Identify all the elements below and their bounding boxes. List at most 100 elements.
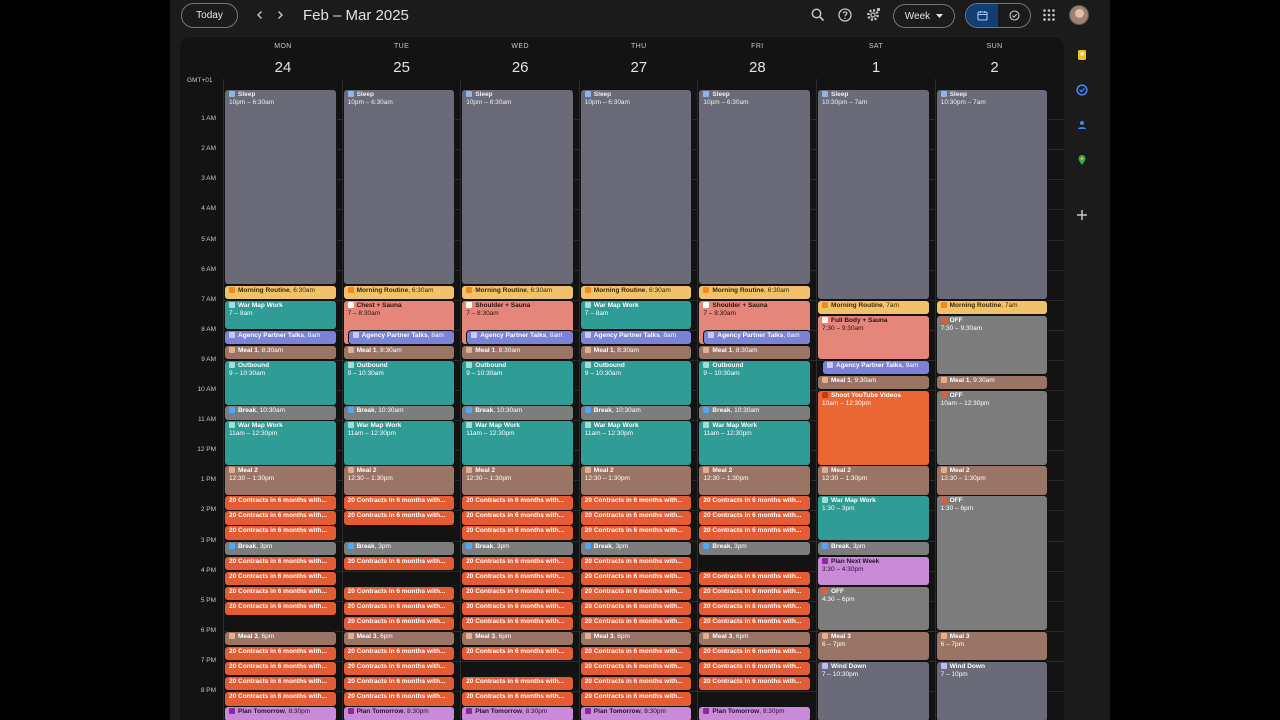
calendar-event[interactable]: Meal 1, 8:30am: [462, 345, 573, 360]
calendar-event[interactable]: 20 Contracts in 6 months with...: [225, 571, 336, 586]
calendar-event[interactable]: Sleep 10pm – 6:30am: [343, 90, 455, 285]
calendar-event[interactable]: War Map Work 11am – 12:30pm: [343, 421, 455, 465]
calendar-event[interactable]: 20 Contracts in 6 months with...: [462, 676, 573, 691]
calendar-event[interactable]: Agency Partner Talks, 8am: [704, 330, 810, 345]
calendar-event[interactable]: 20 Contracts in 6 months with...: [462, 601, 573, 616]
calendar-event[interactable]: 20 Contracts in 6 months with...: [580, 676, 692, 691]
calendar-event[interactable]: Sleep 10:30pm – 7am: [818, 90, 929, 300]
calendar-event[interactable]: Outbound 9 – 10:30am: [462, 360, 573, 405]
calendar-event[interactable]: Break, 10:30am: [699, 406, 810, 420]
calendar-event[interactable]: 20 Contracts in 6 months with...: [462, 646, 573, 661]
calendar-event[interactable]: OFF 1:30 – 6pm: [936, 496, 1048, 631]
calendar-event[interactable]: Meal 1, 8:30am: [343, 345, 455, 360]
calendar-event[interactable]: Outbound 9 – 10:30am: [580, 360, 692, 405]
calendar-event[interactable]: Agency Partner Talks, 8am: [348, 330, 455, 345]
calendar-event[interactable]: 20 Contracts in 6 months with...: [462, 496, 573, 510]
calendar-event[interactable]: 20 Contracts in 6 months with...: [462, 616, 573, 631]
calendar-event[interactable]: 20 Contracts in 6 months with...: [343, 616, 455, 631]
calendar-event[interactable]: 20 Contracts in 6 months with...: [580, 496, 692, 510]
calendar-event[interactable]: OFF 7:30 – 9:30am: [936, 315, 1048, 375]
calendar-event[interactable]: Break, 10:30am: [462, 406, 573, 420]
calendar-event[interactable]: 20 Contracts in 6 months with...: [699, 571, 810, 586]
calendar-event[interactable]: Break, 3pm: [225, 541, 336, 556]
calendar-event[interactable]: 20 Contracts in 6 months with...: [225, 526, 336, 540]
calendar-event[interactable]: Meal 1, 8:30am: [580, 345, 692, 360]
calendar-event[interactable]: Morning Routine, 6:30am: [580, 285, 692, 300]
calendar-event[interactable]: 20 Contracts in 6 months with...: [580, 556, 692, 571]
calendar-event[interactable]: Sleep 10:30pm – 7am: [936, 90, 1048, 300]
calendar-event[interactable]: 20 Contracts in 6 months with...: [343, 646, 455, 661]
day-number[interactable]: 28: [749, 59, 766, 76]
calendar-event[interactable]: 20 Contracts in 6 months with...: [699, 511, 810, 525]
calendar-event[interactable]: Outbound 9 – 10:30am: [343, 360, 455, 405]
calendar-event[interactable]: 20 Contracts in 6 months with...: [225, 661, 336, 676]
calendar-event[interactable]: 20 Contracts in 6 months with...: [699, 661, 810, 676]
calendar-event[interactable]: Wind Down 7 – 10:30pm: [818, 661, 929, 720]
day-number[interactable]: 2: [990, 59, 999, 76]
calendar-event[interactable]: Meal 1, 9:30am: [818, 375, 929, 390]
calendar-event[interactable]: 20 Contracts in 6 months with...: [580, 661, 692, 676]
view-select-dropdown[interactable]: Week: [893, 4, 955, 28]
calendar-event[interactable]: Meal 3, 6pm: [580, 631, 692, 646]
calendar-event[interactable]: War Map Work 7 – 8am: [580, 300, 692, 330]
calendar-event[interactable]: 20 Contracts in 6 months with...: [343, 661, 455, 676]
calendar-event[interactable]: Meal 2 12:30 – 1:30pm: [936, 466, 1048, 495]
contacts-icon[interactable]: [1076, 118, 1088, 130]
calendar-event[interactable]: Break, 3pm: [818, 541, 929, 556]
tasks-icon[interactable]: [1076, 83, 1088, 96]
account-avatar[interactable]: [1069, 5, 1089, 25]
calendar-event[interactable]: Morning Routine, 6:30am: [225, 285, 336, 300]
calendar-event[interactable]: Break, 3pm: [699, 541, 810, 556]
help-icon[interactable]: [837, 7, 853, 23]
calendar-event[interactable]: 20 Contracts in 6 months with...: [225, 496, 336, 510]
add-icon[interactable]: [1076, 208, 1088, 220]
calendar-event[interactable]: War Map Work 11am – 12:30pm: [699, 421, 810, 465]
calendar-event[interactable]: 20 Contracts in 6 months with...: [580, 511, 692, 525]
calendar-event[interactable]: 20 Contracts in 6 months with...: [580, 616, 692, 631]
calendar-event[interactable]: Agency Partner Talks, 9am: [823, 360, 929, 375]
day-number[interactable]: 1: [871, 59, 881, 76]
calendar-event[interactable]: War Map Work 1:30 – 3pm: [818, 496, 929, 540]
calendar-event[interactable]: Morning Routine, 6:30am: [699, 285, 810, 300]
calendar-event[interactable]: 20 Contracts in 6 months with...: [462, 511, 573, 525]
calendar-event[interactable]: War Map Work 7 – 8am: [225, 300, 336, 330]
chevron-left-icon[interactable]: [252, 7, 268, 23]
calendar-event[interactable]: War Map Work 11am – 12:30pm: [462, 421, 573, 465]
calendar-event[interactable]: 20 Contracts in 6 months with...: [225, 646, 336, 661]
calendar-event[interactable]: Meal 2 12:30 – 1:30pm: [818, 466, 929, 495]
calendar-event[interactable]: Meal 2 12:30 – 1:30pm: [580, 466, 692, 495]
calendar-event[interactable]: Outbound 9 – 10:30am: [225, 360, 336, 405]
calendar-event[interactable]: 20 Contracts in 6 months with...: [699, 586, 810, 601]
calendar-event[interactable]: 20 Contracts in 6 months with...: [699, 616, 810, 631]
calendar-event[interactable]: 20 Contracts in 6 months with...: [225, 586, 336, 601]
calendar-event[interactable]: Shoot YouTube Videos 10am – 12:30pm: [818, 391, 929, 465]
calendar-event[interactable]: Morning Routine, 6:30am: [462, 285, 573, 300]
calendar-event[interactable]: Break, 10:30am: [225, 406, 336, 420]
calendar-event[interactable]: Morning Routine, 7am: [936, 300, 1048, 315]
calendar-event[interactable]: 20 Contracts in 6 months with...: [462, 556, 573, 571]
tasks-view-button[interactable]: [998, 4, 1030, 27]
calendar-event[interactable]: Meal 1, 8:30am: [699, 345, 810, 360]
calendar-event[interactable]: Meal 2 12:30 – 1:30pm: [462, 466, 573, 495]
keep-icon[interactable]: [1076, 48, 1088, 60]
calendar-event[interactable]: 20 Contracts in 6 months with...: [699, 526, 810, 540]
calendar-event[interactable]: Break, 3pm: [462, 541, 573, 556]
calendar-event[interactable]: OFF 10am – 12:30pm: [936, 391, 1048, 465]
calendar-event[interactable]: Wind Down 7 – 10pm: [936, 661, 1048, 720]
calendar-event[interactable]: 20 Contracts in 6 months with...: [225, 676, 336, 691]
calendar-event[interactable]: 20 Contracts in 6 months with...: [580, 526, 692, 540]
calendar-event[interactable]: Meal 3, 6pm: [225, 631, 336, 646]
day-header-fri[interactable]: FRI 28: [698, 37, 816, 89]
gear-icon[interactable]: [865, 7, 881, 23]
calendar-event[interactable]: Morning Routine, 6:30am: [343, 285, 455, 300]
calendar-event[interactable]: Break, 10:30am: [343, 406, 455, 420]
calendar-event[interactable]: Morning Routine, 7am: [818, 300, 929, 315]
day-number[interactable]: 26: [511, 59, 529, 76]
calendar-event[interactable]: Meal 2 12:30 – 1:30pm: [699, 466, 810, 495]
calendar-event[interactable]: Meal 2 12:30 – 1:30pm: [225, 466, 336, 495]
calendar-event[interactable]: Plan Tomorrow, 8:30pm: [580, 707, 692, 720]
calendar-event[interactable]: 20 Contracts in 6 months with...: [580, 692, 692, 706]
calendar-event[interactable]: 20 Contracts in 6 months with...: [343, 676, 455, 691]
